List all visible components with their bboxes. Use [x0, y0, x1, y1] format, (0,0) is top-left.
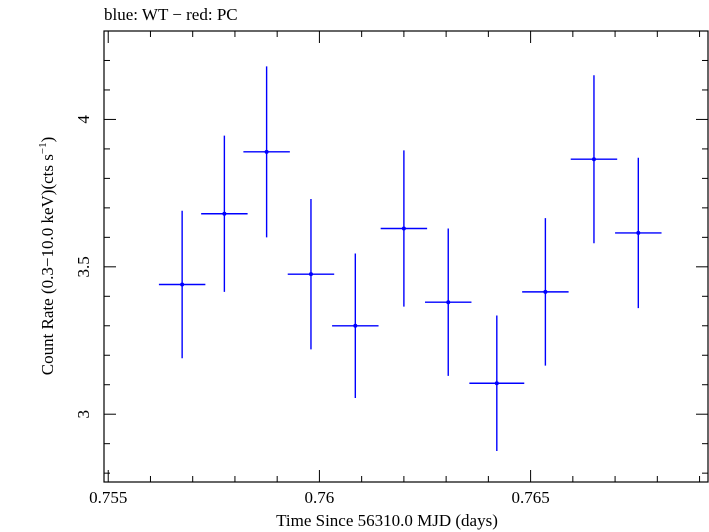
chart-title: blue: WT − red: PC [104, 5, 238, 24]
data-marker [353, 323, 358, 328]
data-point [615, 157, 662, 309]
data-marker [308, 272, 313, 277]
data-marks [158, 66, 662, 452]
y-tick-label: 3.5 [74, 256, 93, 277]
plot-frame [103, 30, 709, 483]
data-marker [543, 289, 548, 294]
y-axis-label-main: Count Rate (0.3−10.0 keV)(cts s [38, 154, 57, 375]
axis-ticks [104, 30, 708, 482]
y-tick-label: 4 [74, 115, 93, 124]
data-marker [636, 230, 641, 235]
y-axis-label-end: ) [38, 137, 57, 143]
data-marker [401, 226, 406, 231]
data-marker [591, 157, 596, 162]
data-marker [264, 149, 269, 154]
y-axis-label: Count Rate (0.3−10.0 keV)(cts s−1) [37, 137, 57, 376]
data-point [469, 315, 525, 452]
y-axis-label-superscript: −1 [37, 142, 49, 154]
data-point [380, 150, 428, 307]
data-marker [494, 381, 499, 386]
x-axis-label: Time Since 56310.0 MJD (days) [276, 511, 498, 530]
data-point [243, 66, 290, 238]
data-point [570, 75, 618, 244]
data-marker [180, 282, 185, 287]
data-point [425, 228, 472, 376]
data-marker [446, 300, 451, 305]
data-point [158, 210, 206, 359]
data-point [522, 218, 569, 366]
y-tick-label: 3 [74, 410, 93, 419]
x-tick-label: 0.765 [511, 488, 549, 507]
data-point [332, 253, 379, 398]
data-marker [222, 211, 227, 216]
data-point [201, 135, 248, 292]
tick-labels: 0.755 0.76 0.765 3 3.5 4 [74, 115, 550, 507]
data-point [287, 199, 335, 350]
x-tick-label: 0.76 [305, 488, 335, 507]
x-tick-label: 0.755 [89, 488, 127, 507]
